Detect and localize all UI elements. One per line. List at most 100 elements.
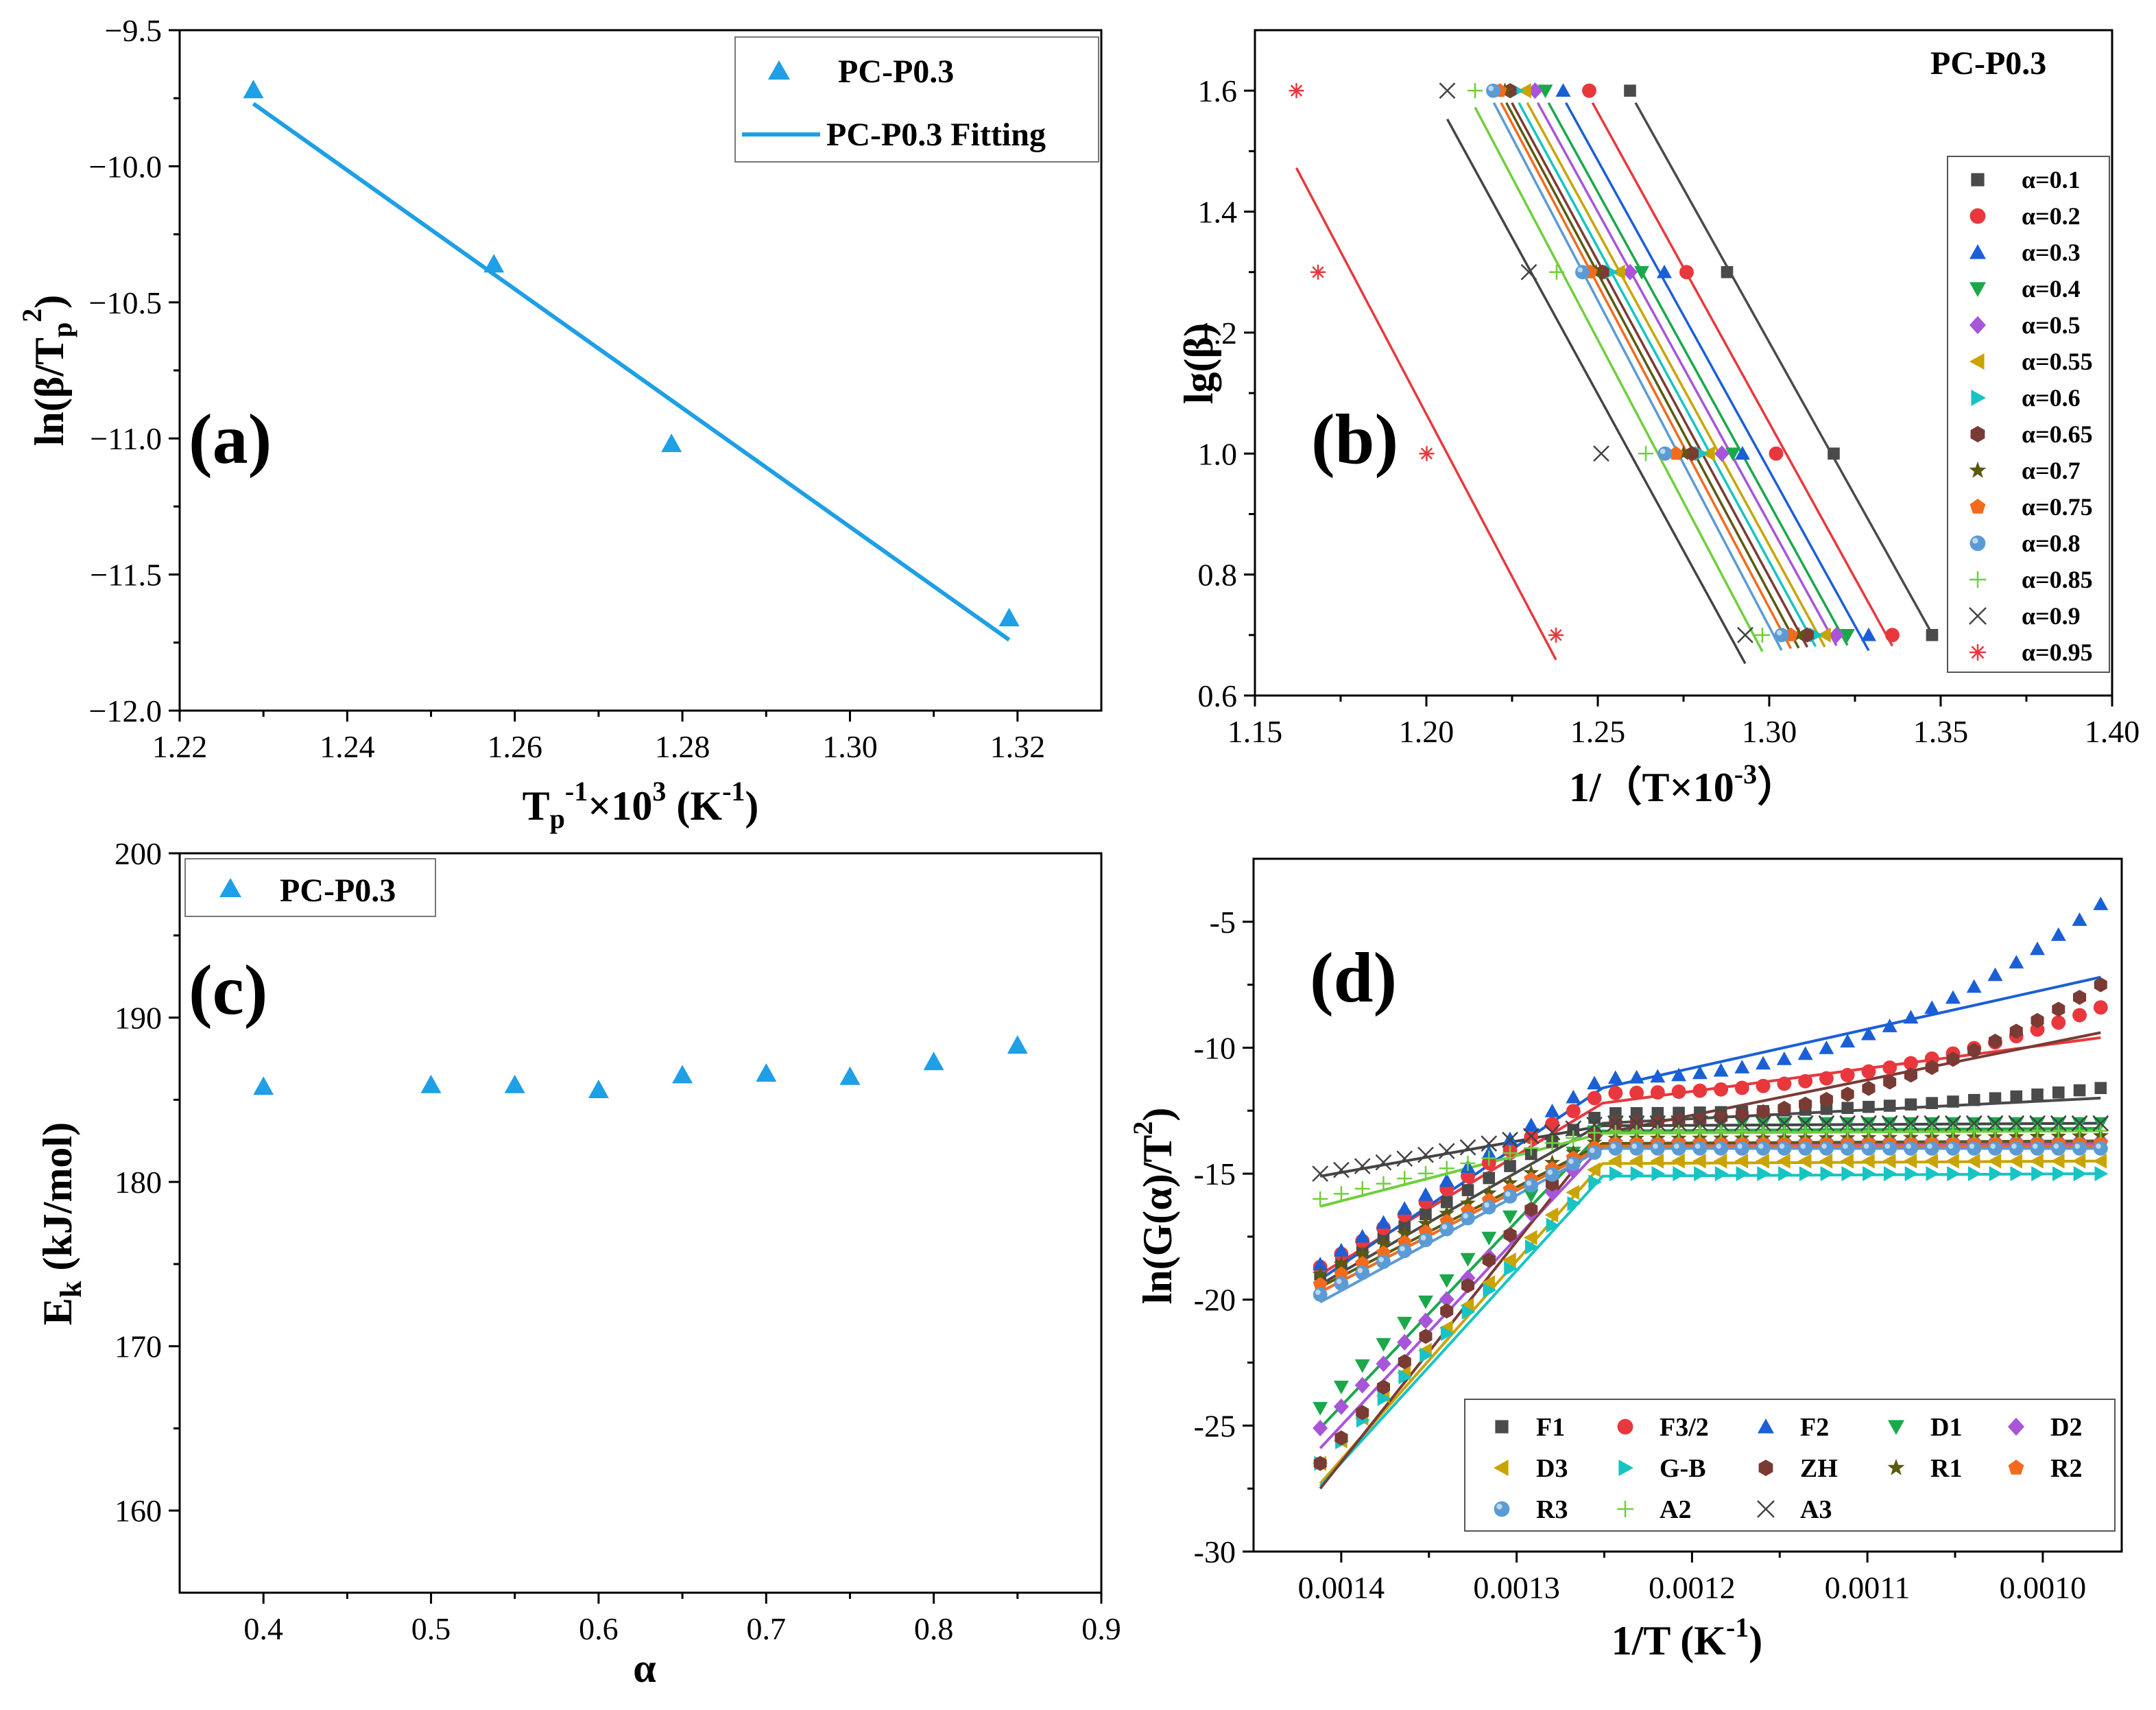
data-point-d — [1903, 1153, 1917, 1169]
data-point-d — [1461, 1304, 1476, 1320]
data-point-d — [2094, 977, 2107, 993]
data-point-d — [1588, 1111, 1601, 1124]
data-point-b — [1634, 265, 1649, 280]
legend-marker-b — [1971, 173, 1985, 187]
data-point-b — [1790, 626, 1807, 642]
data-point-d — [1757, 1166, 1771, 1182]
y-tick-label-c: 160 — [115, 1493, 162, 1528]
data-point-d — [1502, 1145, 1518, 1161]
data-point-d — [1608, 1141, 1623, 1156]
data-point-d — [1671, 1123, 1687, 1139]
data-point-d — [1523, 1140, 1539, 1156]
data-point-d — [1440, 1303, 1454, 1319]
x-tick-label-c: 0.6 — [579, 1611, 619, 1646]
legend-marker-b — [1969, 316, 1986, 335]
fit-line-b — [1511, 102, 1809, 648]
legend-label-d: A2 — [1660, 1495, 1691, 1524]
data-point-d — [1673, 1166, 1687, 1182]
legend-marker-b — [1969, 499, 1986, 514]
data-point-d — [1313, 1276, 1328, 1291]
legend-marker-d — [1887, 1458, 1905, 1475]
data-point-d — [1544, 1207, 1559, 1223]
data-point-d — [1650, 1123, 1666, 1139]
x-tick-label-d: 0.0013 — [1473, 1570, 1560, 1605]
data-point-b — [1801, 627, 1814, 643]
data-point-b — [1926, 629, 1939, 641]
data-point-d — [1967, 1141, 1982, 1156]
data-point-d — [1545, 1167, 1559, 1182]
y-tick-label-b: 1.0 — [1198, 436, 1238, 471]
data-point-d — [1883, 1074, 1897, 1090]
data-point-d — [1481, 1135, 1498, 1152]
data-point-d — [1945, 1141, 1961, 1156]
data-point-d — [2073, 990, 2087, 1005]
data-point-d — [1966, 1153, 1980, 1169]
data-point-d — [1691, 1115, 1708, 1132]
data-point-d — [1524, 1202, 1538, 1218]
legend-marker-b — [1969, 244, 1986, 259]
data-point-d — [2052, 1086, 2065, 1099]
data-point-d — [1483, 1172, 1496, 1185]
data-point-d — [1630, 1166, 1644, 1182]
data-point-c — [923, 1052, 944, 1071]
data-point-d — [1945, 990, 1961, 1004]
x-tick-label-d: 0.0012 — [1649, 1570, 1736, 1605]
data-point-d — [1587, 1162, 1601, 1178]
data-point-d — [1904, 1166, 1919, 1182]
data-point-d — [2050, 1123, 2066, 1139]
data-point-d — [1313, 1287, 1328, 1302]
data-point-d — [2050, 1115, 2067, 1132]
data-point-b — [1289, 83, 1304, 99]
data-point-d — [2050, 1153, 2065, 1169]
data-point-d — [1481, 1275, 1496, 1291]
legend-label-b: α=0.5 — [2022, 311, 2081, 339]
legend-marker-d — [1888, 1420, 1904, 1435]
data-point-d — [1417, 1146, 1434, 1163]
fit-line-b — [1634, 102, 1934, 635]
data-point-d — [1587, 1076, 1603, 1090]
fit-line-b — [1526, 102, 1826, 648]
data-point-d — [1798, 1141, 1813, 1156]
data-point-b — [1612, 264, 1625, 280]
data-point-d — [1483, 1283, 1497, 1298]
data-point-c — [504, 1074, 525, 1093]
data-point-d — [1926, 1097, 1939, 1109]
panel-d: 0.0014 0.0013 0.0012 0.0011 0.0010 -30 -25 -20 -… — [1127, 857, 2123, 1663]
data-point-d — [1439, 1161, 1454, 1176]
data-point-d — [1525, 1239, 1539, 1255]
x-tick-label-b: 1.15 — [1227, 714, 1283, 749]
legend-label-b: α=0.55 — [2022, 348, 2093, 375]
data-point-d — [1946, 1052, 1960, 1067]
data-point-d — [1694, 1166, 1708, 1182]
data-point-d — [2031, 1166, 2045, 1182]
data-point-d — [1398, 1369, 1413, 1385]
data-point-d — [1546, 1218, 1560, 1233]
legend-marker-b — [1970, 426, 1985, 442]
data-point-b — [1537, 84, 1553, 99]
data-point-d — [1460, 1195, 1476, 1211]
data-point-d — [1882, 1060, 1897, 1075]
data-point-d — [1797, 1123, 1813, 1139]
data-point-d — [1461, 1211, 1475, 1226]
data-point-d — [1502, 1131, 1518, 1145]
x-tick-label-b: 1.30 — [1742, 714, 1797, 749]
data-point-d — [1398, 1354, 1411, 1370]
data-point-d — [1355, 1256, 1370, 1270]
data-point-d — [1417, 1215, 1434, 1231]
data-point-b — [1861, 627, 1876, 641]
data-point-d — [1947, 1166, 1961, 1182]
data-point-d — [1945, 1115, 1961, 1132]
legend-label-a-series: PC-P0.3 — [838, 54, 954, 90]
data-point-d — [1354, 1181, 1370, 1196]
data-point-d — [1965, 1115, 1983, 1132]
data-point-d — [1502, 1189, 1518, 1204]
legend-label-d: F3/2 — [1660, 1413, 1709, 1442]
fit-line-d — [1319, 975, 2101, 1281]
data-point-d — [1755, 1115, 1772, 1132]
legend-marker-d — [1494, 1501, 1510, 1517]
data-point-d — [1925, 1060, 1939, 1076]
legend-marker-b — [1969, 461, 1987, 478]
data-point-d — [1651, 1166, 1666, 1182]
data-point-d — [1924, 1153, 1938, 1169]
legend-marker-b — [1969, 607, 1987, 625]
